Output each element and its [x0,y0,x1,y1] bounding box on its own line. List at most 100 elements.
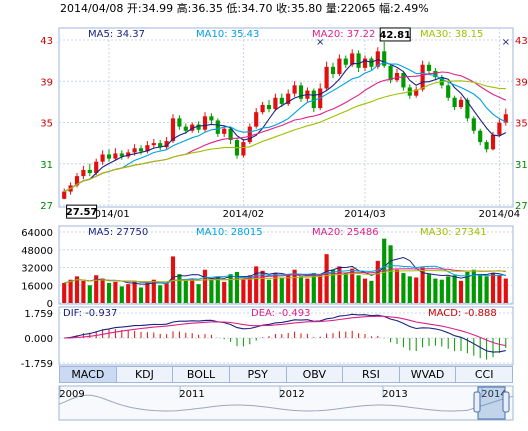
candle [343,55,348,68]
price-x-axis: 2014/01 2014/02 2014/03 2014/04 [88,209,520,220]
candle [113,148,118,161]
volume-bar [350,268,355,303]
price-y-tick-left: 43 [40,36,53,47]
candle [446,83,451,101]
macd-histogram [70,329,507,360]
candle-body [266,104,272,110]
volume-bar [490,273,496,303]
dif-line [64,313,506,353]
candle [100,150,105,165]
candle [484,140,489,153]
macd-legend-item: DEA: -0.493 [251,308,310,319]
candle-body [458,99,464,108]
candle [151,139,156,149]
volume-legend: MA5: 27750 MA10: 28015 MA20: 25486 MA30: 27… [88,227,487,238]
indicator-tabs: MACD KDJ BOLL PSY OBV RSI WVAD CCI [59,366,513,383]
volume-bar [106,283,112,303]
price-y-tick-left: 35 [40,119,53,130]
volume-ma30-line [64,269,506,284]
candle-body [228,128,233,141]
candle [254,108,259,129]
candle [234,137,240,159]
candle-body [247,126,252,143]
tab-wvad[interactable]: WVAD [400,367,457,382]
candle [330,62,336,79]
candle [433,67,438,81]
annotation-box [379,27,411,42]
price-moving-averages [63,59,507,193]
candle [87,163,92,177]
annotation-text: 42.81 [379,30,411,41]
volume-bar [74,276,80,303]
header-change-label: 幅: [379,2,394,15]
header-open-label: 开: [127,2,142,15]
volume-bar [138,287,144,303]
volume-bar [446,276,451,303]
volume-bar [305,278,310,303]
volume-moving-averages [64,256,506,285]
candle [279,93,284,108]
price-legend-item: MA5: 34.37 [88,29,145,40]
volume-bar [164,283,169,303]
candle [292,81,297,97]
price-y-tick-right: 27 [515,201,528,212]
price-x-tick: 2014/02 [223,209,265,220]
candle-body [420,64,425,90]
volume-bar [330,269,336,303]
tab-macd[interactable]: MACD [60,367,117,382]
candle [106,149,112,162]
navigator-window[interactable] [477,386,506,420]
volume-bar [356,275,361,303]
volume-legend-item: MA5: 27750 [88,227,148,238]
candle-body [209,116,214,121]
volume-bar [478,274,483,303]
volume-panel-frame [58,225,514,305]
candle [497,119,502,137]
volume-legend-item: MA30: 27341 [420,227,487,238]
volume-bar [465,271,470,303]
navigator-right-handle[interactable] [502,391,510,413]
navigator-frame[interactable] [58,385,514,421]
header-close-label: 收: [276,1,291,15]
volume-bar [298,276,304,303]
candle-body [273,97,278,110]
volume-bar [343,273,348,303]
tab-kdj[interactable]: KDJ [117,367,174,382]
price-y-tick-right: 35 [515,119,528,130]
tab-rsi[interactable]: RSI [343,367,400,382]
candle [183,123,188,134]
volume-bar [324,254,329,303]
macd-y-axis: 1.759 0.000 -1.759 [21,309,53,370]
navigator-left-handle[interactable] [473,391,481,413]
volume-bar [286,274,291,303]
tab-cci[interactable]: CCI [474,368,494,381]
macd-panel-frame [58,306,514,366]
volume-ma10-line [64,265,506,284]
candle [356,50,361,72]
header-high: 36.35 [191,2,223,15]
candle-body [292,85,297,94]
candle [388,63,393,84]
candle [202,112,208,132]
candle-body [356,53,361,68]
candle-body [426,64,432,71]
navigator-area [58,394,514,412]
volume-bar [62,283,67,303]
tab-obv[interactable]: OBV [287,367,344,382]
candle [209,113,214,125]
price-y-tick-right: 31 [515,160,528,171]
volume-bar [158,285,163,303]
candle [420,60,425,92]
candle-body [503,114,508,123]
macd-legend: DIF: -0.937 DEA: -0.493 MACD: -0.888 [63,308,497,319]
volume-y-tick: 32000 [21,264,53,275]
candle-body [215,120,220,134]
tab-boll[interactable]: BOLL [173,367,230,382]
volume-bar [215,276,220,303]
volume-bar [471,269,476,303]
price-annotation: 42.81 [379,27,411,42]
price-x-tick: 2014/03 [344,209,386,220]
tab-psy[interactable]: PSY [230,367,287,382]
volume-bar [433,278,438,303]
